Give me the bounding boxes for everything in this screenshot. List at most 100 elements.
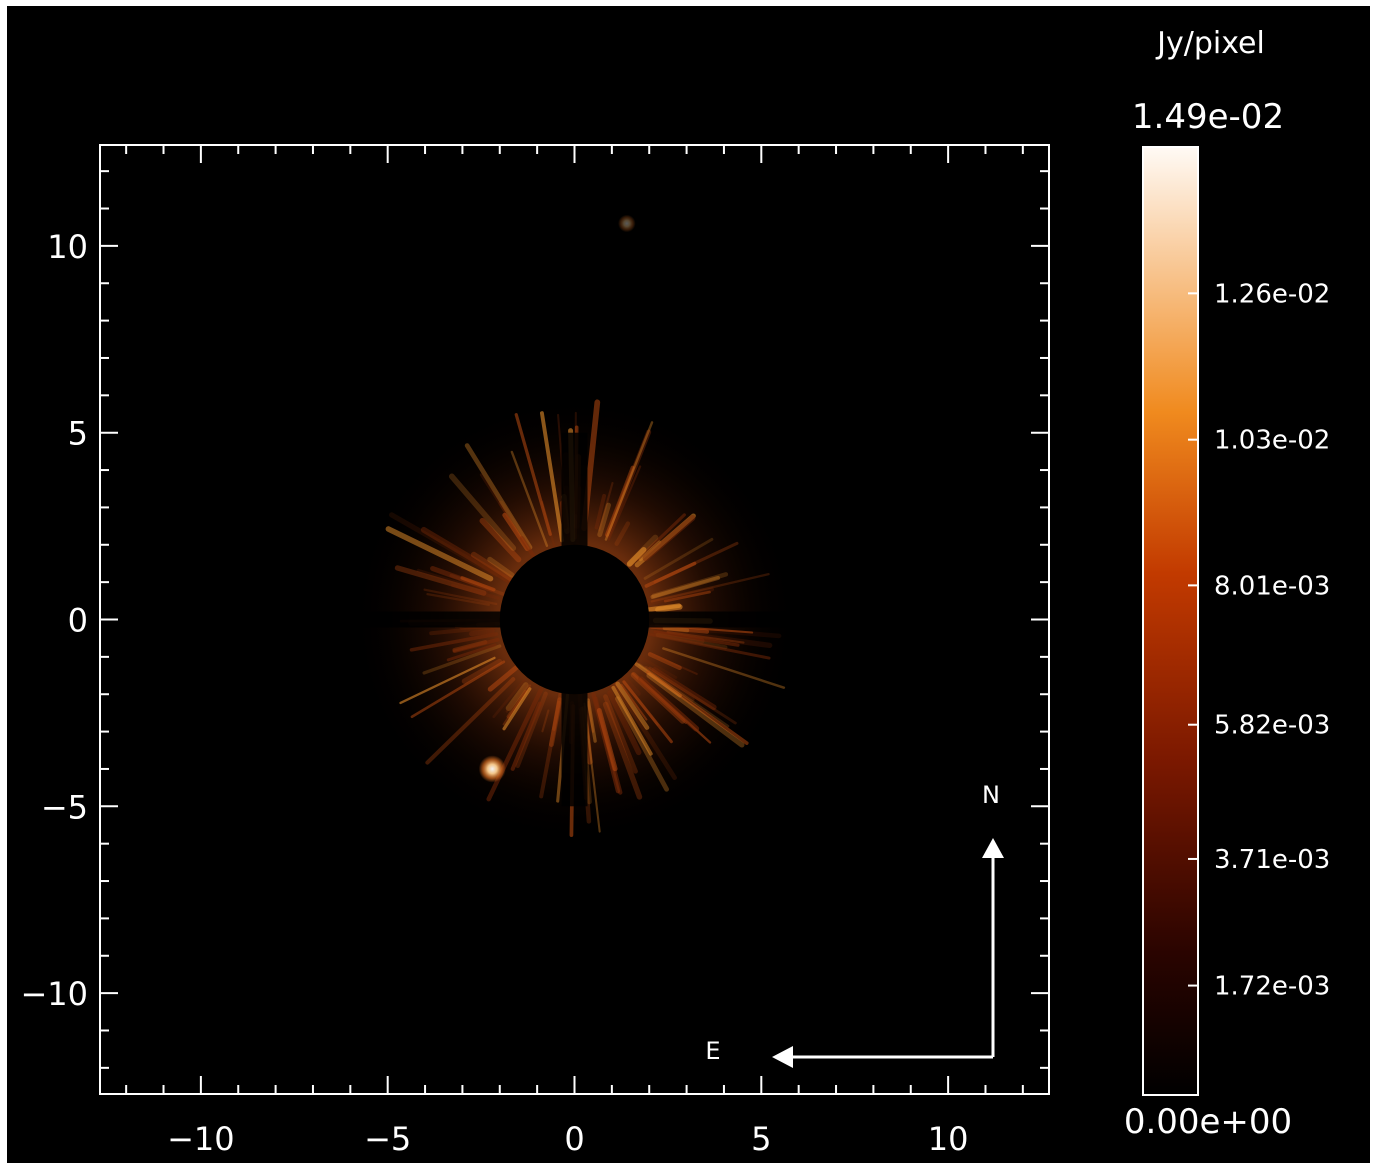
emission-streak	[539, 411, 564, 543]
emission-streak	[648, 666, 737, 725]
emission-streak	[515, 691, 548, 769]
emission-streak	[479, 517, 522, 563]
coronagraph-mask	[499, 544, 650, 695]
emission-streak	[416, 568, 488, 594]
colorbar: 1.72e-03 3.71e-03 5.82e-03 8.01e-03 1.03e-02…	[1124, 26, 1331, 1142]
emission-streak	[646, 632, 771, 660]
emission-streak	[607, 690, 642, 756]
colorbar-tick-label: 1.03e-02	[1214, 426, 1330, 456]
emission-streak	[539, 691, 563, 799]
colorbar-tick-label: 5.82e-03	[1214, 711, 1330, 741]
colorbar-tick-label: 1.72e-03	[1214, 972, 1330, 1002]
emission-streak	[502, 684, 532, 726]
image-layer	[100, 145, 1049, 1094]
emission-streak	[461, 658, 503, 684]
emission-streak	[394, 565, 487, 596]
emission-streak	[594, 493, 607, 530]
emission-streak	[498, 500, 528, 545]
emission-streak	[410, 660, 506, 719]
emission-streak	[587, 701, 595, 733]
emission-streak	[646, 672, 745, 748]
emission-streak	[611, 685, 653, 756]
emission-streak	[389, 512, 499, 577]
colorbar-gradient	[1143, 147, 1198, 1095]
emission-streak	[552, 700, 561, 731]
x-tick-label: 0	[564, 1120, 584, 1158]
emission-streak	[614, 521, 631, 546]
axes: −10 −5 0 5 10 10 5 0 −5 −10	[20, 144, 1050, 1158]
colorbar-tick-label: 8.01e-03	[1214, 571, 1330, 601]
emission-streak	[409, 632, 499, 652]
colorbar-tick-label: 1.26e-02	[1214, 279, 1330, 309]
emission-streak	[602, 701, 643, 800]
emission-streak	[651, 572, 729, 599]
emission-streak	[651, 667, 717, 711]
emission-streak	[650, 572, 770, 603]
y-tick-label: 5	[68, 415, 88, 453]
emission-streak	[620, 683, 648, 721]
emission-streak	[622, 680, 673, 744]
y-tick-label: −5	[41, 788, 88, 826]
y-tick-label: 0	[68, 602, 88, 640]
emission-streak	[655, 604, 683, 613]
colorbar-min-label: 0.00e+00	[1124, 1102, 1292, 1142]
emission-streak	[505, 683, 528, 713]
emission-streak	[429, 625, 498, 636]
east-label: E	[705, 1037, 720, 1065]
north-arrow-head	[982, 838, 1004, 858]
emission-streak	[464, 443, 533, 550]
emission-streak	[662, 626, 690, 633]
emission-streak	[662, 647, 786, 689]
emission-streak	[627, 534, 659, 567]
colorbar-tick-label: 3.71e-03	[1214, 845, 1330, 875]
emission-streak	[598, 481, 614, 532]
colorbar-max-label: 1.49e-02	[1132, 97, 1284, 137]
emission-streak	[638, 676, 700, 732]
emission-streak	[607, 465, 642, 541]
compass: NE	[705, 781, 1004, 1068]
emission-streak	[548, 697, 563, 747]
emission-streak	[647, 652, 682, 671]
y-tick-label: 10	[47, 228, 88, 266]
emission-streak	[450, 583, 500, 600]
emission-streak	[502, 512, 530, 552]
emission-streak	[541, 709, 550, 733]
emission-streak	[420, 526, 511, 583]
emission-streak	[596, 708, 618, 772]
colorbar-frame	[1142, 146, 1199, 1096]
emission-streak	[399, 656, 496, 705]
emission-streak	[653, 630, 740, 647]
emission-streak	[492, 679, 525, 719]
emission-streak	[460, 576, 496, 592]
emission-streak	[505, 682, 529, 712]
emission-streak	[655, 632, 728, 650]
x-tick-label: −5	[364, 1120, 411, 1158]
colorbar-unit-label: Jy/pixel	[1155, 26, 1265, 61]
emission-streak	[642, 514, 696, 562]
emission-streak	[446, 643, 497, 662]
emission-streak	[514, 413, 552, 536]
emission-streak	[487, 665, 519, 692]
emission-streak	[645, 587, 715, 606]
emission-streak	[656, 628, 773, 649]
x-tick-label: 10	[928, 1120, 969, 1158]
emission-streak	[423, 588, 498, 606]
emission-streak	[422, 644, 502, 675]
emission-streak	[452, 637, 500, 654]
emission-streak	[470, 551, 515, 582]
emission-streak	[666, 631, 745, 644]
emission-streak	[586, 698, 597, 743]
emission-streak	[603, 694, 638, 774]
emission-streak	[615, 696, 669, 792]
point-source-2	[618, 214, 636, 233]
emission-streak	[644, 561, 697, 588]
emission-streak	[663, 590, 711, 603]
emission-streak	[448, 473, 517, 551]
emission-streak	[604, 421, 654, 541]
emission-streak	[644, 666, 695, 702]
emission-streak	[510, 450, 549, 547]
emission-streak	[425, 677, 516, 765]
emission-streak	[469, 628, 495, 637]
emission-streak	[506, 689, 528, 719]
